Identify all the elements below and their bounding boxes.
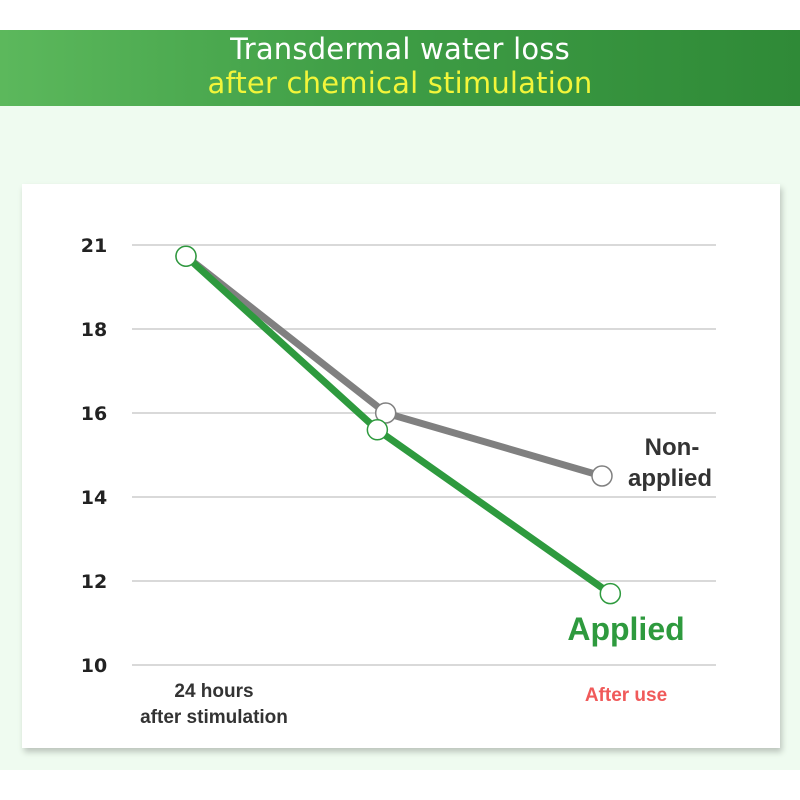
y-tick-label: 18 — [81, 319, 107, 341]
y-tick-label: 10 — [81, 655, 107, 677]
series-lines — [182, 252, 614, 598]
gridlines — [132, 244, 716, 666]
y-tick-label: 14 — [81, 487, 107, 509]
chart-card — [22, 184, 780, 748]
chart-title-line2: after chemical stimulation — [207, 66, 593, 100]
series-label-non-applied: applied — [628, 465, 712, 492]
x-axis-label: 24 hours — [174, 681, 253, 702]
chart-labels: 24 hours after stimulation After use Non-ap… — [140, 434, 712, 728]
y-tick-label: 16 — [81, 403, 107, 425]
y-tick-label: 12 — [81, 571, 107, 593]
chart-header: Transdermal water loss after chemical st… — [0, 30, 800, 106]
x-axis-label: After use — [585, 685, 667, 706]
series-label-applied: Applied — [567, 611, 684, 647]
data-point-non-applied — [591, 465, 613, 487]
data-point-applied — [599, 582, 622, 605]
data-point-applied — [175, 245, 197, 267]
x-axis-label: after stimulation — [140, 707, 288, 728]
y-tick-label: 21 — [81, 235, 107, 257]
series-label-non-applied: Non- — [645, 434, 700, 461]
series-points — [175, 245, 622, 605]
y-axis-ticks: 21 18 16 14 12 10 — [81, 235, 107, 677]
chart-title-line1: Transdermal water loss — [230, 32, 570, 66]
data-point-applied — [366, 419, 389, 441]
